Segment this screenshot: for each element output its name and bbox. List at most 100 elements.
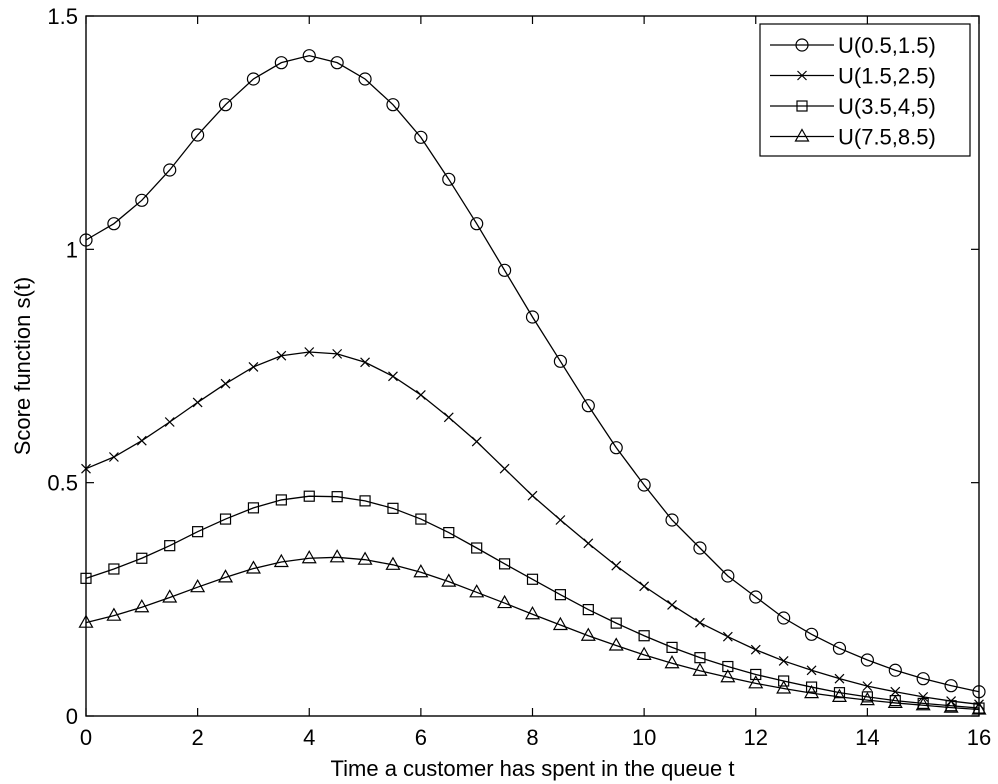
data-point <box>862 681 873 692</box>
data-point <box>358 72 372 86</box>
data-point <box>581 399 595 413</box>
data-point <box>136 435 147 446</box>
data-point <box>304 347 315 357</box>
data-point <box>721 569 735 583</box>
data-point <box>499 463 510 474</box>
data-point <box>162 589 178 603</box>
data-point <box>611 560 622 571</box>
data-point <box>471 436 482 447</box>
data-point <box>301 550 317 564</box>
data-point <box>245 560 261 574</box>
data-point <box>415 513 427 525</box>
x-tick-label: 12 <box>744 725 768 750</box>
data-point <box>582 603 594 616</box>
x-tick-label: 4 <box>303 725 315 750</box>
data-point <box>273 553 289 568</box>
data-point <box>693 541 707 555</box>
x-tick-label: 8 <box>526 725 538 750</box>
data-point <box>136 552 148 564</box>
data-point <box>666 641 678 654</box>
data-point <box>107 217 121 231</box>
x-tick-label: 16 <box>967 725 991 750</box>
legend-label: U(7.5,8.5) <box>838 125 936 150</box>
data-point <box>804 627 819 641</box>
legend-items: U(0.5,1.5) U(1.5,2.5) U(3.5,4,5) U(7.5,8.5) <box>770 33 936 150</box>
data-point <box>219 513 232 525</box>
data-point <box>498 558 511 570</box>
data-point <box>191 128 205 142</box>
data-point <box>329 549 345 563</box>
x-tick-label: 2 <box>192 725 204 750</box>
data-point <box>861 691 873 703</box>
data-point <box>748 675 764 689</box>
data-point <box>805 681 818 693</box>
data-point <box>108 563 120 575</box>
data-point <box>497 594 513 609</box>
data-point <box>135 193 149 207</box>
ticks-layer: 0 2 4 6 8 10 12 14 16 0 0.5 1 1.5 <box>47 4 991 750</box>
data-point <box>385 556 401 570</box>
data-point <box>442 172 456 186</box>
data-point <box>555 515 566 525</box>
series-3 <box>80 490 985 714</box>
legend-marker <box>795 38 809 52</box>
data-point <box>332 348 343 359</box>
data-point <box>415 390 426 400</box>
data-point <box>275 494 287 506</box>
data-point <box>943 699 959 713</box>
data-point <box>330 56 344 70</box>
data-point <box>915 697 931 711</box>
data-point <box>164 417 175 427</box>
data-point <box>916 672 930 686</box>
data-point <box>276 350 287 361</box>
legend: U(0.5,1.5) U(1.5,2.5) U(3.5,4,5) U(7.5,8.5) <box>759 23 971 157</box>
data-point <box>778 656 789 666</box>
legend-box <box>759 23 971 157</box>
data-point <box>525 310 540 324</box>
legend-item: U(0.5,1.5) <box>770 33 936 58</box>
data-point <box>554 589 567 601</box>
data-point <box>443 526 455 539</box>
data-point <box>639 581 650 592</box>
data-point <box>192 526 204 538</box>
x-axis-label: Time a customer has spent in the queue t <box>331 756 735 781</box>
data-point <box>359 495 371 507</box>
data-point <box>831 688 847 702</box>
data-point <box>860 653 874 667</box>
data-point <box>637 478 651 492</box>
data-point <box>302 49 316 63</box>
data-point <box>163 163 177 177</box>
legend-marker <box>796 100 808 112</box>
data-point <box>888 663 902 677</box>
data-point <box>695 617 705 628</box>
data-point <box>806 665 817 676</box>
data-point <box>832 641 847 655</box>
data-point <box>750 644 761 655</box>
series-line <box>85 495 980 709</box>
data-point <box>247 502 260 514</box>
data-point <box>804 684 820 699</box>
data-point <box>248 362 259 372</box>
data-point <box>776 680 792 694</box>
data-point <box>944 679 958 693</box>
x-tick-label: 14 <box>855 725 879 750</box>
data-point <box>692 662 708 676</box>
data-point <box>750 668 762 681</box>
data-point <box>106 607 122 621</box>
data-point <box>526 573 539 585</box>
data-point <box>469 584 485 598</box>
data-point <box>331 491 343 503</box>
data-point <box>665 513 679 527</box>
data-point <box>638 630 650 642</box>
data-point <box>218 569 234 583</box>
data-point <box>720 669 736 683</box>
data-point <box>360 357 370 368</box>
data-point <box>608 637 624 651</box>
data-point <box>220 378 231 389</box>
legend-item: U(7.5,8.5) <box>770 125 936 150</box>
y-tick-label: 0 <box>66 704 78 729</box>
data-point <box>664 655 680 669</box>
data-point <box>134 599 150 613</box>
data-point <box>918 691 929 702</box>
legend-marker <box>797 70 807 81</box>
